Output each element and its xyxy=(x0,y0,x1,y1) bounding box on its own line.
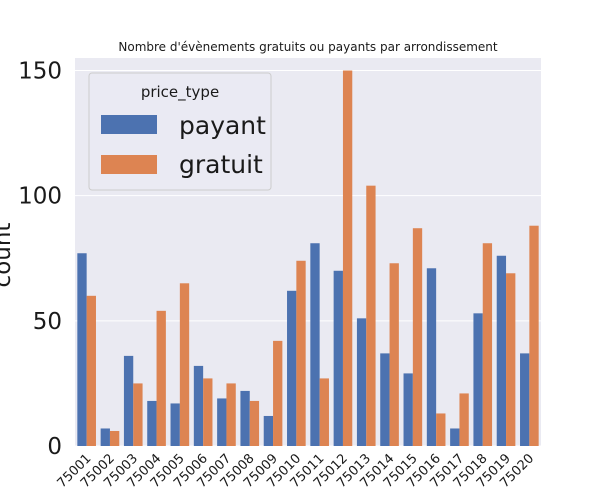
bar-gratuit-75019 xyxy=(506,273,516,446)
y-axis-ticks: 0 50 100 150 xyxy=(18,59,62,460)
y-tick-label: 100 xyxy=(18,184,62,210)
bar-payant-75010 xyxy=(287,290,297,446)
bar-payant-75005 xyxy=(170,403,180,446)
legend-label-payant: payant xyxy=(179,111,266,140)
bar-gratuit-75007 xyxy=(226,383,236,446)
bar-gratuit-75016 xyxy=(436,413,446,446)
bar-payant-75014 xyxy=(380,353,390,446)
bar-payant-75006 xyxy=(193,365,204,446)
bar-payant-75002 xyxy=(100,428,110,446)
bar-gratuit-75017 xyxy=(459,393,469,446)
bar-gratuit-75020 xyxy=(529,225,539,446)
bar-gratuit-75012 xyxy=(342,70,353,447)
bar-gratuit-75002 xyxy=(109,430,120,446)
bar-payant-75012 xyxy=(333,270,343,446)
legend-swatch-payant xyxy=(101,115,157,134)
chart-title: Nombre d'évènements gratuits ou payants … xyxy=(118,40,498,54)
bar-payant-75013 xyxy=(356,318,367,446)
legend: price_type payant gratuit xyxy=(88,72,272,191)
bar-gratuit-75003 xyxy=(133,383,143,446)
bar-gratuit-75006 xyxy=(203,378,213,446)
bar-payant-75008 xyxy=(240,390,250,446)
bar-payant-75016 xyxy=(426,268,437,446)
y-axis-label: count xyxy=(0,223,16,288)
bar-payant-75011 xyxy=(310,243,320,446)
bar-payant-75001 xyxy=(77,253,87,446)
bar-gratuit-75018 xyxy=(482,243,493,446)
bar-payant-75018 xyxy=(473,313,483,446)
bar-gratuit-75010 xyxy=(296,260,306,446)
bar-payant-75003 xyxy=(123,355,134,446)
bar-payant-75020 xyxy=(520,353,530,446)
bar-gratuit-75001 xyxy=(86,295,96,446)
bar-payant-75009 xyxy=(263,415,274,446)
bar-gratuit-75004 xyxy=(156,310,166,446)
bar-payant-75017 xyxy=(450,428,460,446)
bar-gratuit-75005 xyxy=(179,283,190,446)
bar-payant-75007 xyxy=(217,398,227,446)
bar-gratuit-75009 xyxy=(273,340,283,446)
bar-gratuit-75008 xyxy=(249,400,260,446)
bar-gratuit-75013 xyxy=(366,185,376,446)
bar-gratuit-75014 xyxy=(389,263,399,446)
bar-gratuit-75015 xyxy=(412,228,423,446)
legend-title: price_type xyxy=(141,83,219,102)
x-axis-ticks: 7500175002750037500475005750067500775008… xyxy=(55,451,538,491)
y-tick-label: 0 xyxy=(47,434,62,460)
legend-label-gratuit: gratuit xyxy=(179,150,263,179)
bars xyxy=(77,70,539,447)
y-tick-label: 150 xyxy=(18,59,62,85)
legend-swatch-gratuit xyxy=(101,155,157,174)
bar-payant-75019 xyxy=(496,255,507,446)
bar-payant-75004 xyxy=(147,400,157,446)
y-tick-label: 50 xyxy=(33,309,62,335)
bar-gratuit-75011 xyxy=(319,378,329,446)
bar-payant-75015 xyxy=(403,373,413,446)
